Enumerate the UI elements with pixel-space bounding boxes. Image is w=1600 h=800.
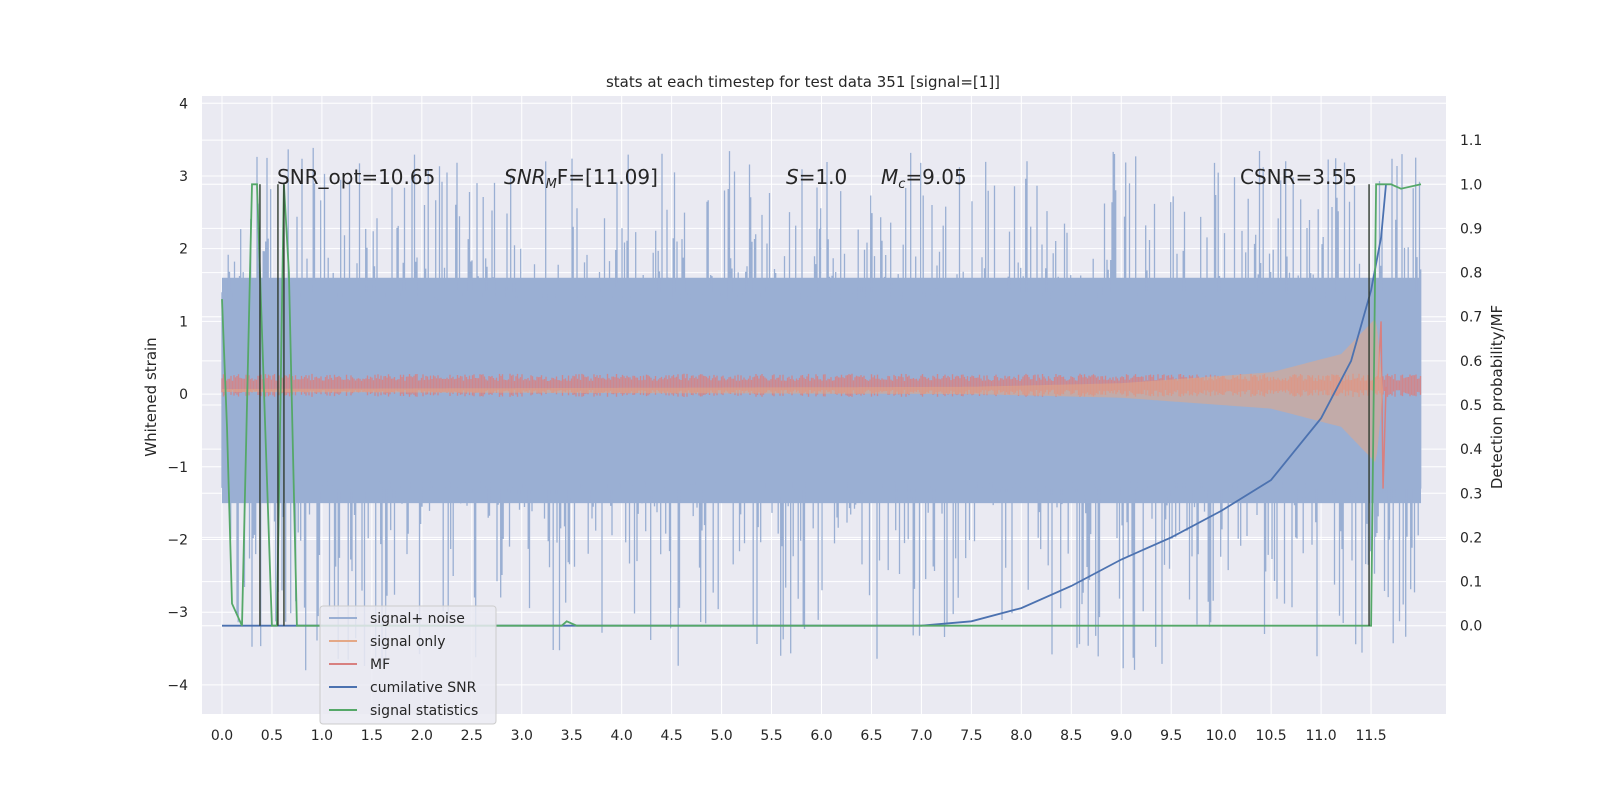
x-tick-label: 3.5: [561, 728, 583, 744]
y2-tick-label: 0.5: [1460, 398, 1482, 414]
legend-label: signal+ noise: [370, 611, 465, 627]
y2-tick-label: 0.1: [1460, 575, 1482, 591]
tick-labels: 0.0 0.5 1.0 1.5 2.0 2.5 3.0 3.5 4.0 4.5 5.0 5.5 6.0 6…: [167, 96, 1482, 744]
y2-tick-label: 0.2: [1460, 530, 1482, 546]
y2-tick-label: 1.1: [1460, 133, 1482, 149]
x-tick-label: 5.5: [760, 728, 782, 744]
y-tick-label: 4: [179, 96, 188, 112]
x-tick-label: 10.0: [1206, 728, 1237, 744]
x-tick-label: 11.0: [1306, 728, 1337, 744]
legend-label: signal statistics: [370, 703, 478, 719]
annotation-mc-var: M: [881, 165, 898, 189]
x-tick-label: 8.0: [1010, 728, 1032, 744]
legend-label: signal only: [370, 634, 445, 650]
annotation-snr-mf: SNRMF=[11.09]: [504, 165, 658, 192]
x-tick-label: 7.0: [910, 728, 932, 744]
annotations: SNR_opt=10.65 SNRMF=[11.09] S=1.0 Mc=9.0…: [277, 165, 1357, 192]
annotation-snr-mf-sub: M: [546, 177, 557, 192]
x-tick-label: 8.5: [1060, 728, 1082, 744]
signal-statistics-line: [221, 183, 1422, 627]
y-tick-label: −2: [167, 533, 188, 549]
annotation-s-var: S: [786, 165, 799, 189]
y-tick-label: 1: [179, 314, 188, 330]
x-tick-label: 6.5: [860, 728, 882, 744]
y2-tick-label: 0.7: [1460, 310, 1482, 326]
x-tick-label: 11.5: [1355, 728, 1386, 744]
x-tick-label: 2.0: [411, 728, 433, 744]
mf-peak: [1377, 321, 1387, 489]
x-tick-label: 7.5: [960, 728, 982, 744]
annotation-s: S=1.0: [786, 165, 847, 189]
y2-tick-label: 0.3: [1460, 486, 1482, 502]
y-tick-label: −3: [167, 605, 188, 621]
y2-tick-label: 0.0: [1460, 619, 1482, 635]
y-axis-title: Whitened strain: [142, 337, 160, 456]
y2-tick-label: 0.4: [1460, 442, 1482, 458]
x-tick-label: 6.0: [810, 728, 832, 744]
x-tick-label: 1.0: [311, 728, 333, 744]
legend-frame: [319, 605, 497, 725]
x-tick-label: 0.0: [211, 728, 233, 744]
x-tick-label: 9.5: [1160, 728, 1182, 744]
y-tick-label: 0: [179, 387, 188, 403]
annotation-snr-mf-prefix: SNR: [504, 165, 546, 189]
annotation-snr-mf-suffix: F=[11.09]: [557, 165, 658, 189]
x-tick-label: 2.5: [461, 728, 483, 744]
legend: signal+ noise signal only MF cumilative SNR…: [319, 605, 497, 725]
signal-only-envelope: [222, 318, 1384, 463]
legend-label: MF: [370, 657, 390, 673]
x-tick-label: 4.5: [660, 728, 682, 744]
annotation-mc-sub: c: [898, 177, 905, 192]
y-tick-label: 2: [179, 242, 188, 258]
annotation-mc: Mc=9.05: [881, 165, 967, 192]
annotation-mc-val: =9.05: [905, 165, 966, 189]
x-tick-label: 1.5: [361, 728, 383, 744]
x-tick-label: 9.0: [1110, 728, 1132, 744]
annotation-snr-opt: SNR_opt=10.65: [277, 165, 435, 189]
series-signal-only: [222, 318, 1384, 463]
y2-tick-label: 1.0: [1460, 177, 1482, 193]
right-axis-series: [221, 183, 1422, 627]
x-tick-label: 5.0: [710, 728, 732, 744]
x-tick-label: 4.0: [611, 728, 633, 744]
annotation-s-val: =1.0: [799, 165, 848, 189]
x-tick-label: 0.5: [261, 728, 283, 744]
legend-label: cumilative SNR: [370, 680, 477, 696]
cumulative-snr-line: [222, 184, 1387, 627]
annotation-csnr: CSNR=3.55: [1240, 165, 1357, 189]
x-tick-label: 3.0: [511, 728, 533, 744]
y-tick-label: −1: [167, 460, 188, 476]
x-tick-label: 10.5: [1256, 728, 1287, 744]
y2-tick-label: 0.6: [1460, 354, 1482, 370]
y2-tick-label: 0.8: [1460, 266, 1482, 282]
y2-axis-title: Detection probability/MF: [1488, 305, 1506, 489]
y-tick-label: 3: [179, 169, 188, 185]
y-tick-label: −4: [167, 678, 188, 694]
y2-tick-label: 0.9: [1460, 221, 1482, 237]
chart-title: stats at each timestep for test data 351…: [606, 73, 1000, 91]
